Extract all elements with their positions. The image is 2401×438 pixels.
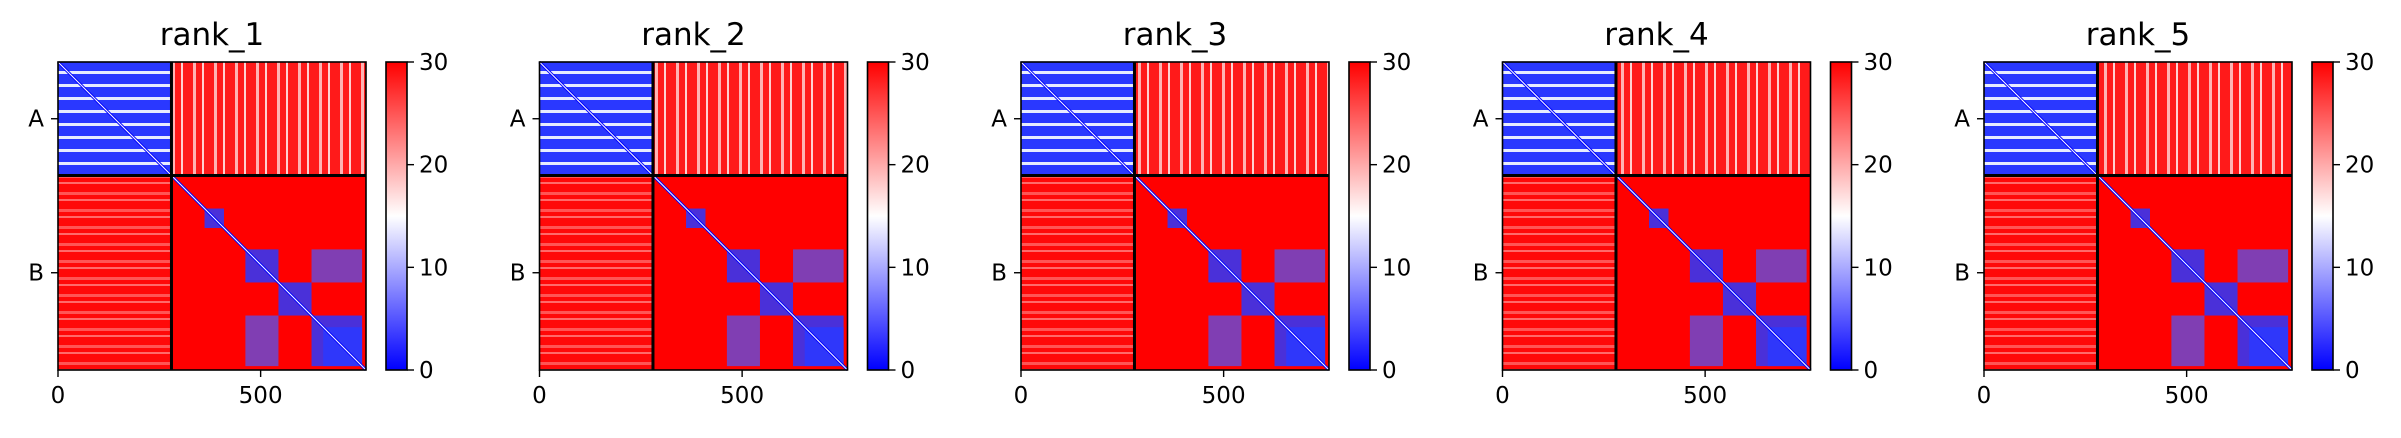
colorbar-tick-label: 20 [2345, 153, 2374, 179]
domain-block [1756, 249, 1807, 283]
x-tick-label: 500 [239, 383, 283, 409]
y-tick-label: A [1954, 107, 1970, 133]
colorbar-tick-label: 10 [2345, 255, 2374, 281]
colorbar-tick-label: 30 [901, 50, 930, 76]
domain-block [2237, 249, 2289, 283]
panel-2: rank_2 0 500 A B 0 10 20 30 [510, 17, 930, 409]
block-a-b [652, 62, 848, 176]
x-tick-label: 0 [1014, 383, 1029, 409]
colorbar-tick-label: 30 [419, 50, 448, 76]
colorbar-tick-label: 10 [901, 255, 930, 281]
axes-frame [538, 61, 849, 371]
colorbar-tick-label: 20 [1864, 153, 1893, 179]
x-tick-label: 0 [51, 383, 66, 409]
y-tick-label: B [28, 261, 44, 287]
y-tick-label: B [1473, 261, 1489, 287]
domain-block [2171, 315, 2205, 367]
domain-block [1689, 315, 1723, 367]
colorbar-frame [1829, 61, 1853, 371]
colorbar-tick-label: 30 [1864, 50, 1893, 76]
panel-5: rank_5 0 500 A B 0 10 20 30 [1954, 17, 2374, 409]
block-b-a [58, 175, 172, 370]
x-tick-label: 0 [532, 383, 547, 409]
axes-frame [57, 61, 367, 371]
y-tick-label: A [510, 107, 526, 133]
colorbar-frame [866, 61, 890, 371]
diagonal [1983, 61, 2293, 371]
x-tick-label: 500 [1683, 383, 1727, 409]
colorbar-tick-label: 10 [419, 255, 448, 281]
panel-4: rank_4 0 500 A B 0 10 20 30 [1473, 17, 1893, 409]
x-tick-label: 500 [720, 383, 764, 409]
y-tick-label: A [28, 107, 44, 133]
colorbar-tick-label: 20 [419, 153, 448, 179]
colorbar-frame [385, 61, 408, 371]
diagonal [57, 61, 367, 371]
colorbar-tick-label: 10 [1382, 255, 1411, 281]
domain-block [726, 315, 760, 367]
colorbar-tick-label: 10 [1864, 255, 1893, 281]
domain-block [793, 249, 844, 283]
colorbar [1349, 62, 1370, 370]
colorbar-tick-label: 0 [1864, 358, 1879, 384]
block-b-a [539, 175, 653, 370]
x-tick-label: 500 [2165, 383, 2209, 409]
block-b-a [1021, 175, 1135, 370]
panel-title: rank_2 [641, 17, 746, 53]
axes-frame [1020, 61, 1330, 371]
colorbar-tick-label: 0 [901, 358, 916, 384]
y-tick-label: A [1473, 107, 1489, 133]
domain-block [1208, 315, 1242, 367]
domain-block [311, 249, 363, 283]
colorbar [1830, 62, 1852, 370]
colorbar-tick-label: 20 [1382, 153, 1411, 179]
block-a-b [1615, 62, 1811, 176]
block-b-a [1502, 175, 1616, 370]
diagonal [1502, 61, 1811, 371]
x-tick-label: 0 [1495, 383, 1510, 409]
colorbar-frame [2311, 61, 2334, 371]
block-b-a [1984, 175, 2098, 370]
y-tick-label: B [1954, 261, 1970, 287]
block-a-b [2097, 62, 2292, 176]
axes-frame [1983, 61, 2293, 371]
panel-title: rank_3 [1123, 17, 1228, 53]
panel-title: rank_5 [2086, 17, 2191, 53]
panel-3: rank_3 0 500 A B 0 10 20 30 [991, 17, 1411, 409]
domain-block [245, 315, 279, 367]
colorbar-tick-label: 0 [419, 358, 434, 384]
colorbar [386, 62, 407, 370]
block-a-b [1134, 62, 1329, 176]
colorbar-tick-label: 0 [2345, 358, 2360, 384]
block-a-b [171, 62, 366, 176]
diagonal [539, 61, 848, 371]
panel-1: rank_1 0 500 A B 0 10 20 30 [28, 17, 448, 409]
axes-frame [1501, 61, 1812, 371]
y-tick-label: A [991, 107, 1007, 133]
domain-block [1274, 249, 1326, 283]
colorbar-tick-label: 20 [901, 153, 930, 179]
y-tick-label: B [991, 261, 1007, 287]
colorbar [867, 62, 889, 370]
x-tick-label: 0 [1977, 383, 1992, 409]
panel-title: rank_1 [160, 17, 265, 53]
colorbar-tick-label: 30 [1382, 50, 1411, 76]
panel-title: rank_4 [1604, 17, 1709, 53]
x-tick-label: 500 [1202, 383, 1246, 409]
colorbar-tick-label: 0 [1382, 358, 1397, 384]
colorbar [2312, 62, 2333, 370]
colorbar-tick-label: 30 [2345, 50, 2374, 76]
y-tick-label: B [510, 261, 526, 287]
colorbar-frame [1348, 61, 1371, 371]
diagonal [1020, 61, 1330, 371]
